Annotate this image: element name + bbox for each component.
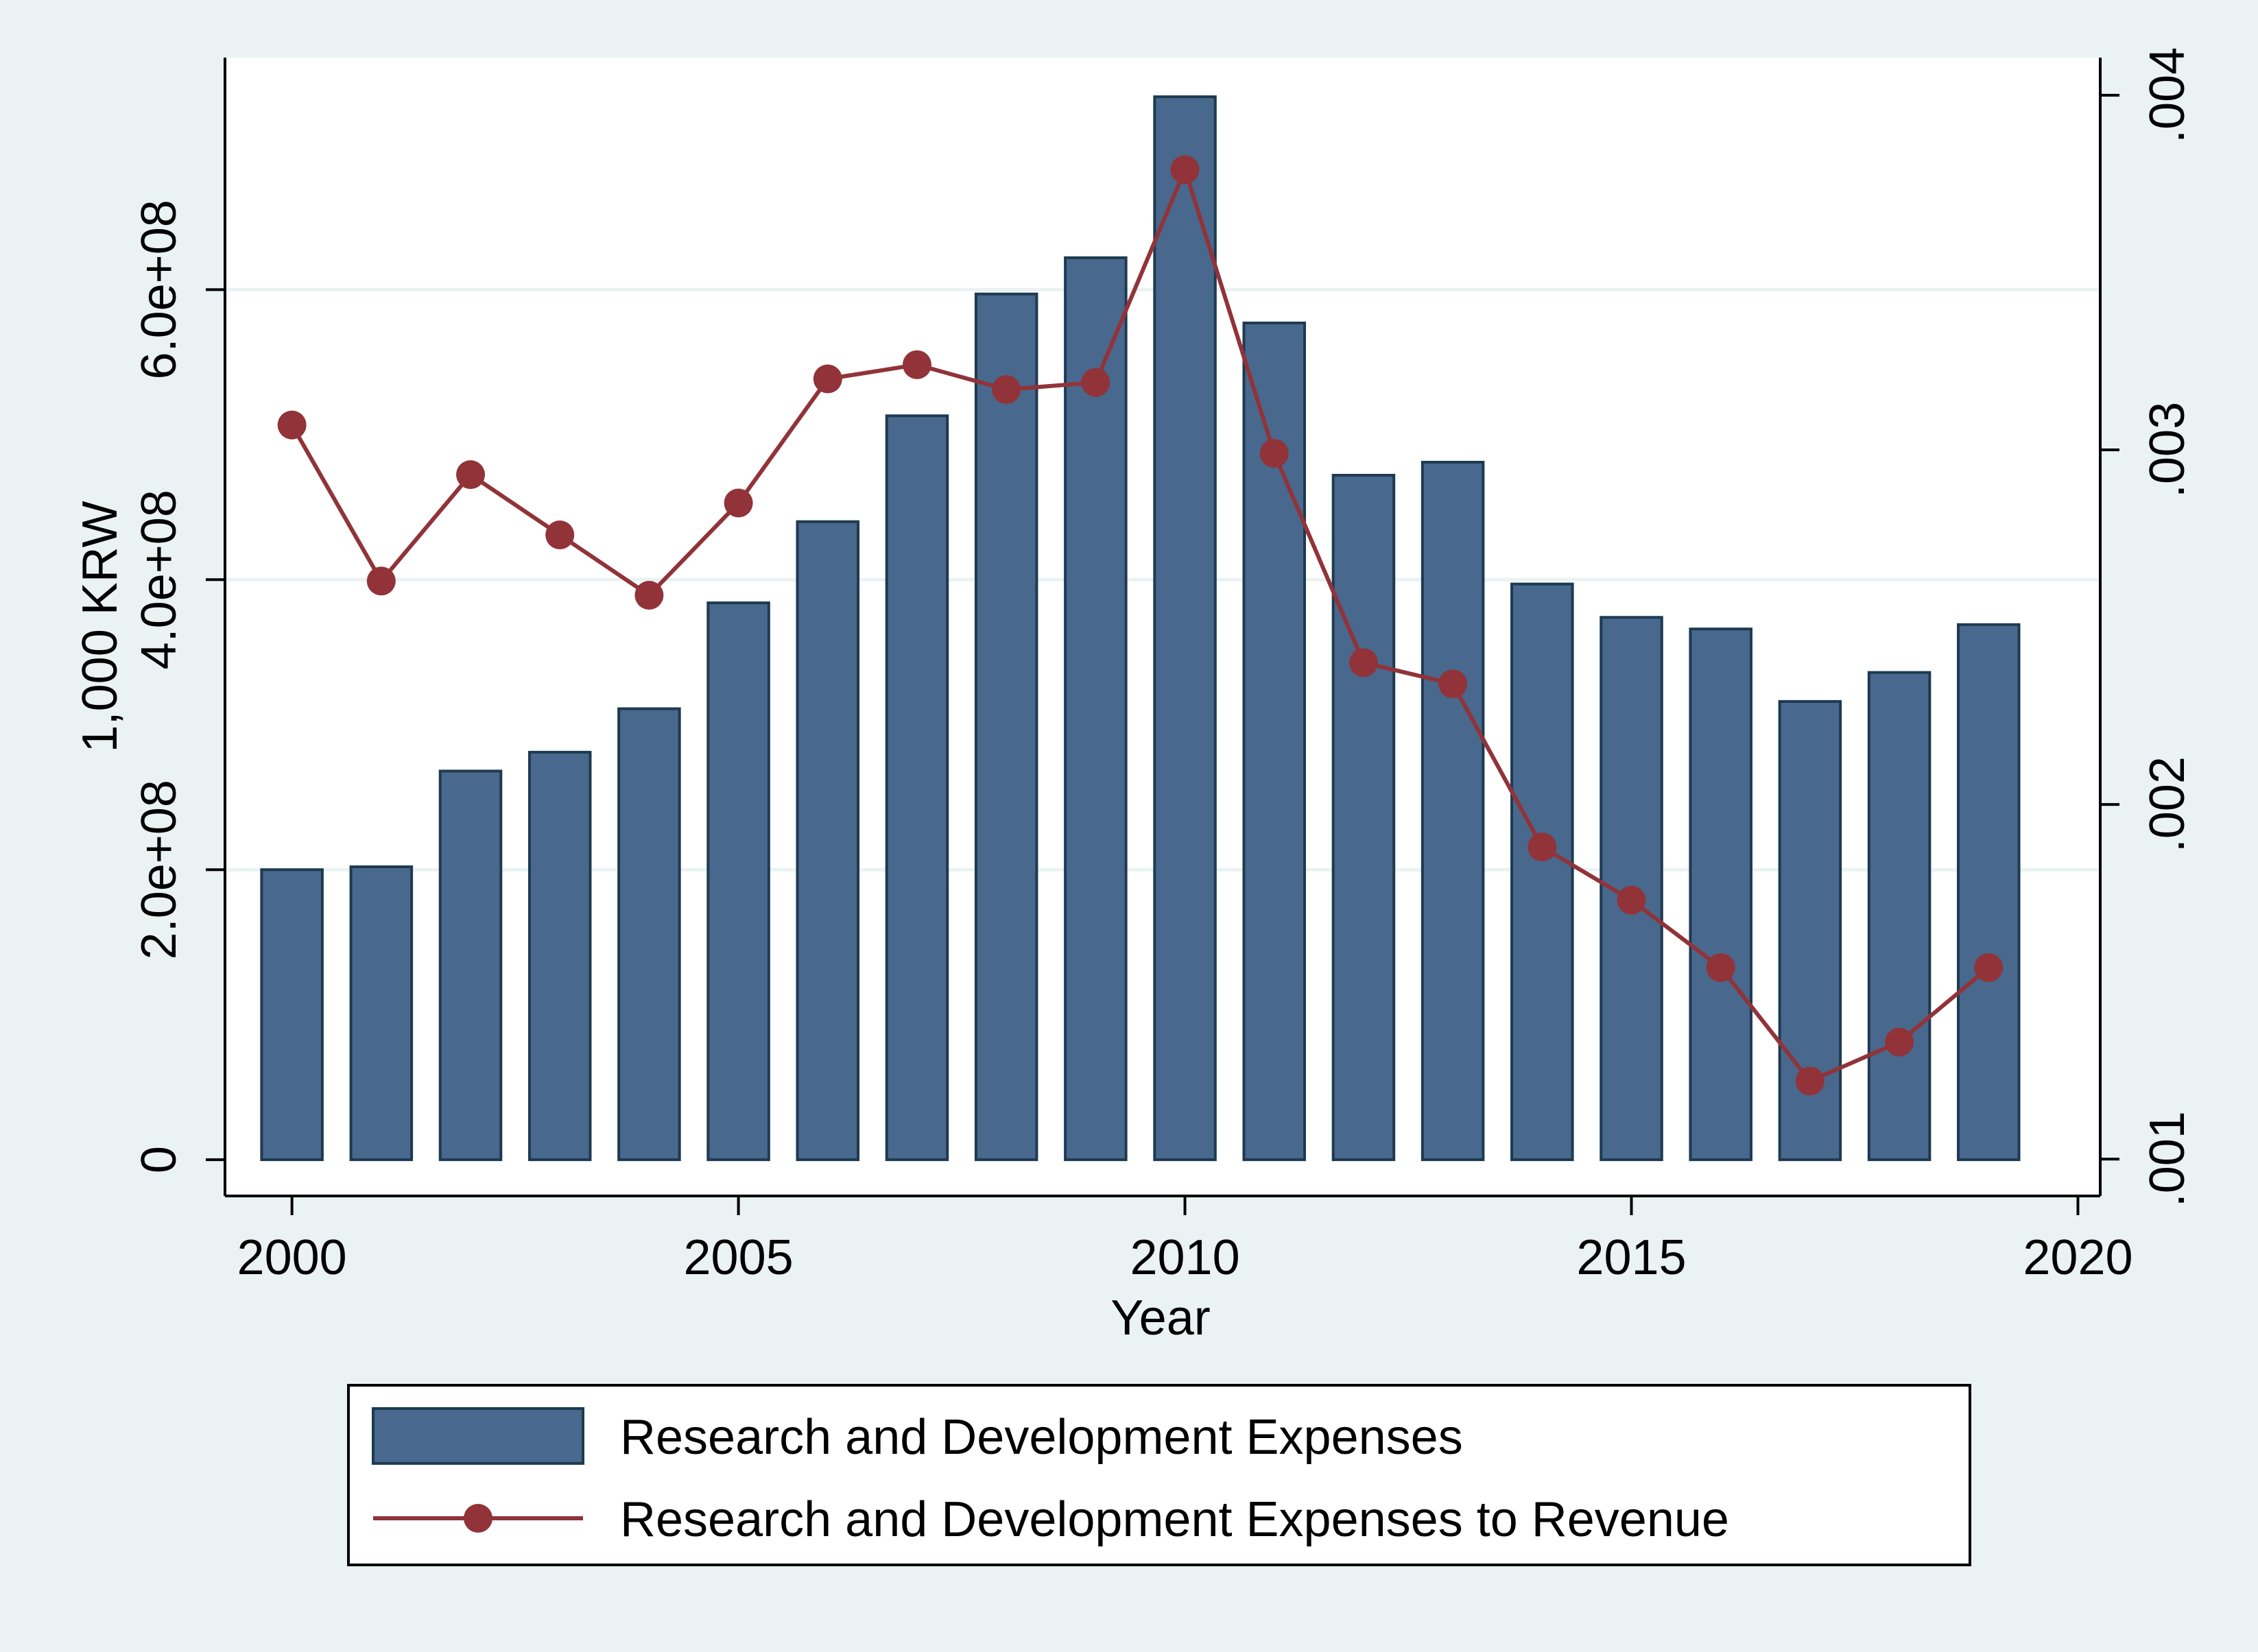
y2-tick-label-2: .003 — [2140, 402, 2195, 498]
legend-label-line: Research and Development Expenses to Rev… — [620, 1492, 1729, 1547]
y2-tick-label-0: .001 — [2140, 1111, 2195, 1207]
ratio-point-2018 — [1885, 1027, 1914, 1057]
ratio-point-2017 — [1795, 1066, 1825, 1096]
legend-swatch-marker — [464, 1504, 492, 1533]
bar-series — [260, 95, 2021, 1162]
x-axis-title: Year — [1110, 1291, 1210, 1345]
ratio-point-2012 — [1348, 648, 1378, 678]
bar-2005 — [706, 601, 770, 1162]
bar-2010 — [1153, 95, 1217, 1162]
ratio-point-2011 — [1259, 439, 1289, 468]
bar-2018 — [1867, 671, 1932, 1162]
y-tick-label-0: 0 — [132, 1146, 187, 1173]
bar-2006 — [796, 520, 860, 1162]
ratio-point-2007 — [902, 350, 931, 379]
ratio-point-2019 — [1974, 953, 2004, 982]
x-tick-label-2020: 2020 — [2023, 1230, 2132, 1285]
bar-2019 — [1956, 623, 2021, 1162]
y-tick-label-3: 6.0e+08 — [132, 200, 187, 379]
bar-2016 — [1689, 627, 1752, 1162]
bar-2007 — [885, 414, 949, 1162]
line-series — [277, 155, 2004, 1096]
ratio-point-2013 — [1438, 669, 1468, 699]
ratio-point-2016 — [1706, 953, 1735, 982]
y-tick-label-2: 4.0e+08 — [132, 490, 187, 669]
x-tick-label-2000: 2000 — [237, 1230, 347, 1285]
bar-2014 — [1510, 582, 1574, 1162]
ratio-point-2004 — [634, 580, 664, 610]
x-tick-label-2010: 2010 — [1130, 1230, 1239, 1285]
legend-box — [347, 1384, 1971, 1566]
legend-label-bars: Research and Development Expenses — [620, 1410, 1463, 1465]
bar-2003 — [527, 750, 592, 1162]
y2-tick-label-1: .002 — [2140, 756, 2195, 852]
ratio-point-2000 — [277, 410, 307, 440]
bar-2012 — [1331, 474, 1396, 1162]
bar-2013 — [1421, 460, 1485, 1162]
bar-2002 — [438, 769, 503, 1162]
axes — [224, 58, 2102, 1197]
ratio-point-2001 — [366, 566, 396, 596]
ratio-point-2003 — [545, 520, 575, 550]
x-tick-label-2015: 2015 — [1576, 1230, 1686, 1285]
bar-2001 — [349, 865, 414, 1162]
y-ticks-left: 0 2.0e+08 4.0e+08 6.0e+08 — [132, 200, 225, 1173]
ratio-point-2014 — [1528, 833, 1557, 862]
y-tick-label-1: 2.0e+08 — [132, 780, 187, 959]
x-ticks: 2000 2005 2010 2015 2020 — [237, 1196, 2133, 1285]
ratio-point-2010 — [1170, 155, 1200, 184]
legend: Research and Development Expenses Resear… — [347, 1384, 1971, 1566]
ratio-point-2002 — [456, 460, 486, 490]
bar-2000 — [260, 868, 324, 1162]
y-axis-title: 1,000 KRW — [73, 501, 128, 753]
bar-2008 — [974, 292, 1038, 1162]
y-ticks-right: .001 .002 .003 .004 — [2100, 47, 2195, 1207]
y2-tick-label-3: .004 — [2140, 47, 2195, 143]
ratio-line — [290, 167, 1990, 1084]
ratio-point-2009 — [1081, 368, 1110, 397]
bar-2004 — [617, 707, 681, 1162]
bar-2009 — [1064, 256, 1128, 1162]
ratio-point-2008 — [992, 375, 1021, 405]
ratio-point-2015 — [1617, 885, 1646, 915]
ratio-point-2006 — [813, 364, 842, 394]
legend-swatch-bars — [372, 1407, 584, 1465]
x-tick-label-2005: 2005 — [684, 1230, 794, 1285]
ratio-point-2005 — [724, 488, 753, 518]
